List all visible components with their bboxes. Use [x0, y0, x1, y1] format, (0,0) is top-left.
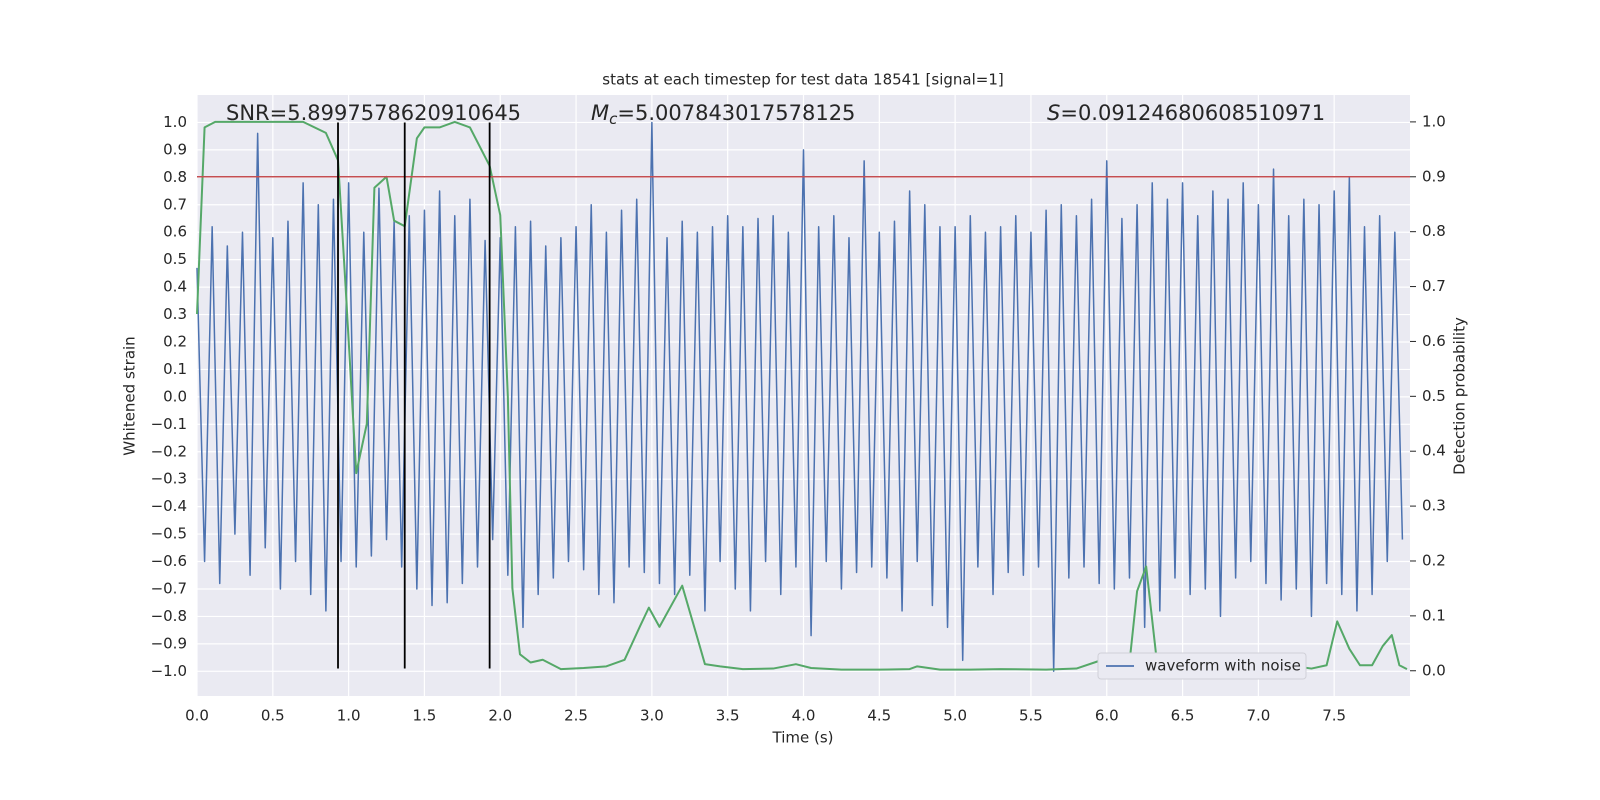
- x-tick-label: 7.0: [1246, 707, 1270, 725]
- y-tick-label: 1.0: [163, 113, 187, 131]
- marks: [196, 120, 1410, 673]
- data-line: [196, 121, 1404, 673]
- y-tick-label: 0.2: [163, 332, 187, 350]
- y-tick-label: −0.1: [151, 415, 187, 433]
- y2-tick-label: 0.6: [1422, 332, 1446, 350]
- y2-axis-label: Detection probability: [1451, 317, 1469, 475]
- y-tick-label: 0.4: [163, 278, 187, 296]
- y-tick-label: 0.5: [163, 250, 187, 268]
- y2-tick-label: 0.8: [1422, 222, 1446, 240]
- x-tick-label: 6.5: [1171, 707, 1195, 725]
- x-tick-label: 5.0: [943, 707, 967, 725]
- x-tick-label: 0.0: [185, 707, 209, 725]
- y-tick-label: −0.9: [151, 634, 187, 652]
- y-tick-label: −0.5: [151, 525, 187, 543]
- annotation: SNR=5.8997578620910645: [226, 101, 521, 125]
- y-tick-label: −1.0: [151, 662, 187, 680]
- legend: waveform with noise: [1097, 652, 1307, 680]
- y-tick-label: −0.6: [151, 552, 187, 570]
- x-tick-label: 0.5: [261, 707, 285, 725]
- chart-title: stats at each timestep for test data 185…: [602, 71, 1003, 89]
- y-tick-label: −0.4: [151, 497, 187, 515]
- annotation-symbol: S: [1047, 101, 1060, 125]
- x-tick-label: 1.5: [413, 707, 437, 725]
- annotation-text: =0.09124680608510971: [1060, 101, 1325, 125]
- y-tick-label: 0.9: [163, 140, 187, 158]
- x-tick-label: 6.0: [1095, 707, 1119, 725]
- y2-tick-label: 0.4: [1422, 442, 1446, 460]
- y2-tick-label: 0.5: [1422, 387, 1446, 405]
- y-tick-label: 0.7: [163, 195, 187, 213]
- y-axis-label: Whitened strain: [121, 336, 139, 455]
- y-tick-label: −0.7: [151, 579, 187, 597]
- y-tick-label: 0.6: [163, 223, 187, 241]
- y2-tick-label: 0.3: [1422, 497, 1446, 515]
- y2-tick-label: 0.7: [1422, 277, 1446, 295]
- x-tick-label: 4.0: [792, 707, 816, 725]
- y-tick-label: 0.0: [163, 387, 187, 405]
- annotation: Mc=5.007843017578125: [591, 101, 855, 128]
- x-tick-label: 7.5: [1322, 707, 1346, 725]
- y-tick-label: −0.2: [151, 442, 187, 460]
- y-tick-label: 0.3: [163, 305, 187, 323]
- x-tick-label: 2.5: [564, 707, 588, 725]
- y2-tick-label: 0.0: [1422, 661, 1446, 679]
- y-tick-label: 0.8: [163, 168, 187, 186]
- y-tick-label: −0.3: [151, 470, 187, 488]
- x-tick-label: 5.5: [1019, 707, 1043, 725]
- y2-tick-label: 0.2: [1422, 551, 1446, 569]
- legend-label: waveform with noise: [1145, 657, 1301, 675]
- annotation: S=0.09124680608510971: [1047, 101, 1325, 125]
- x-axis-label: Time (s): [772, 729, 834, 747]
- x-tick-label: 1.0: [337, 707, 361, 725]
- x-tick-label: 3.0: [640, 707, 664, 725]
- x-tick-label: 2.0: [488, 707, 512, 725]
- y2-tick-label: 0.1: [1422, 606, 1446, 624]
- legend-box: [1097, 652, 1307, 680]
- annotation-subscript: c: [609, 110, 618, 128]
- annotation-symbol: M: [591, 101, 609, 125]
- annotation-text: SNR=5.8997578620910645: [226, 101, 521, 125]
- y2-tick-label: 1.0: [1422, 112, 1446, 130]
- overlay: 0.0 0.5 1.0 1.5 2.0 2.5 3.0 3.5 4.0 4.5 5.0 5.5 6.0 6…: [151, 101, 1446, 725]
- y-tick-label: 0.1: [163, 360, 187, 378]
- x-tick-label: 4.5: [867, 707, 891, 725]
- y-tick-label: −0.8: [151, 607, 187, 625]
- x-tick-label: 3.5: [716, 707, 740, 725]
- annotation-text: =5.007843017578125: [617, 101, 855, 125]
- y2-tick-label: 0.9: [1422, 167, 1446, 185]
